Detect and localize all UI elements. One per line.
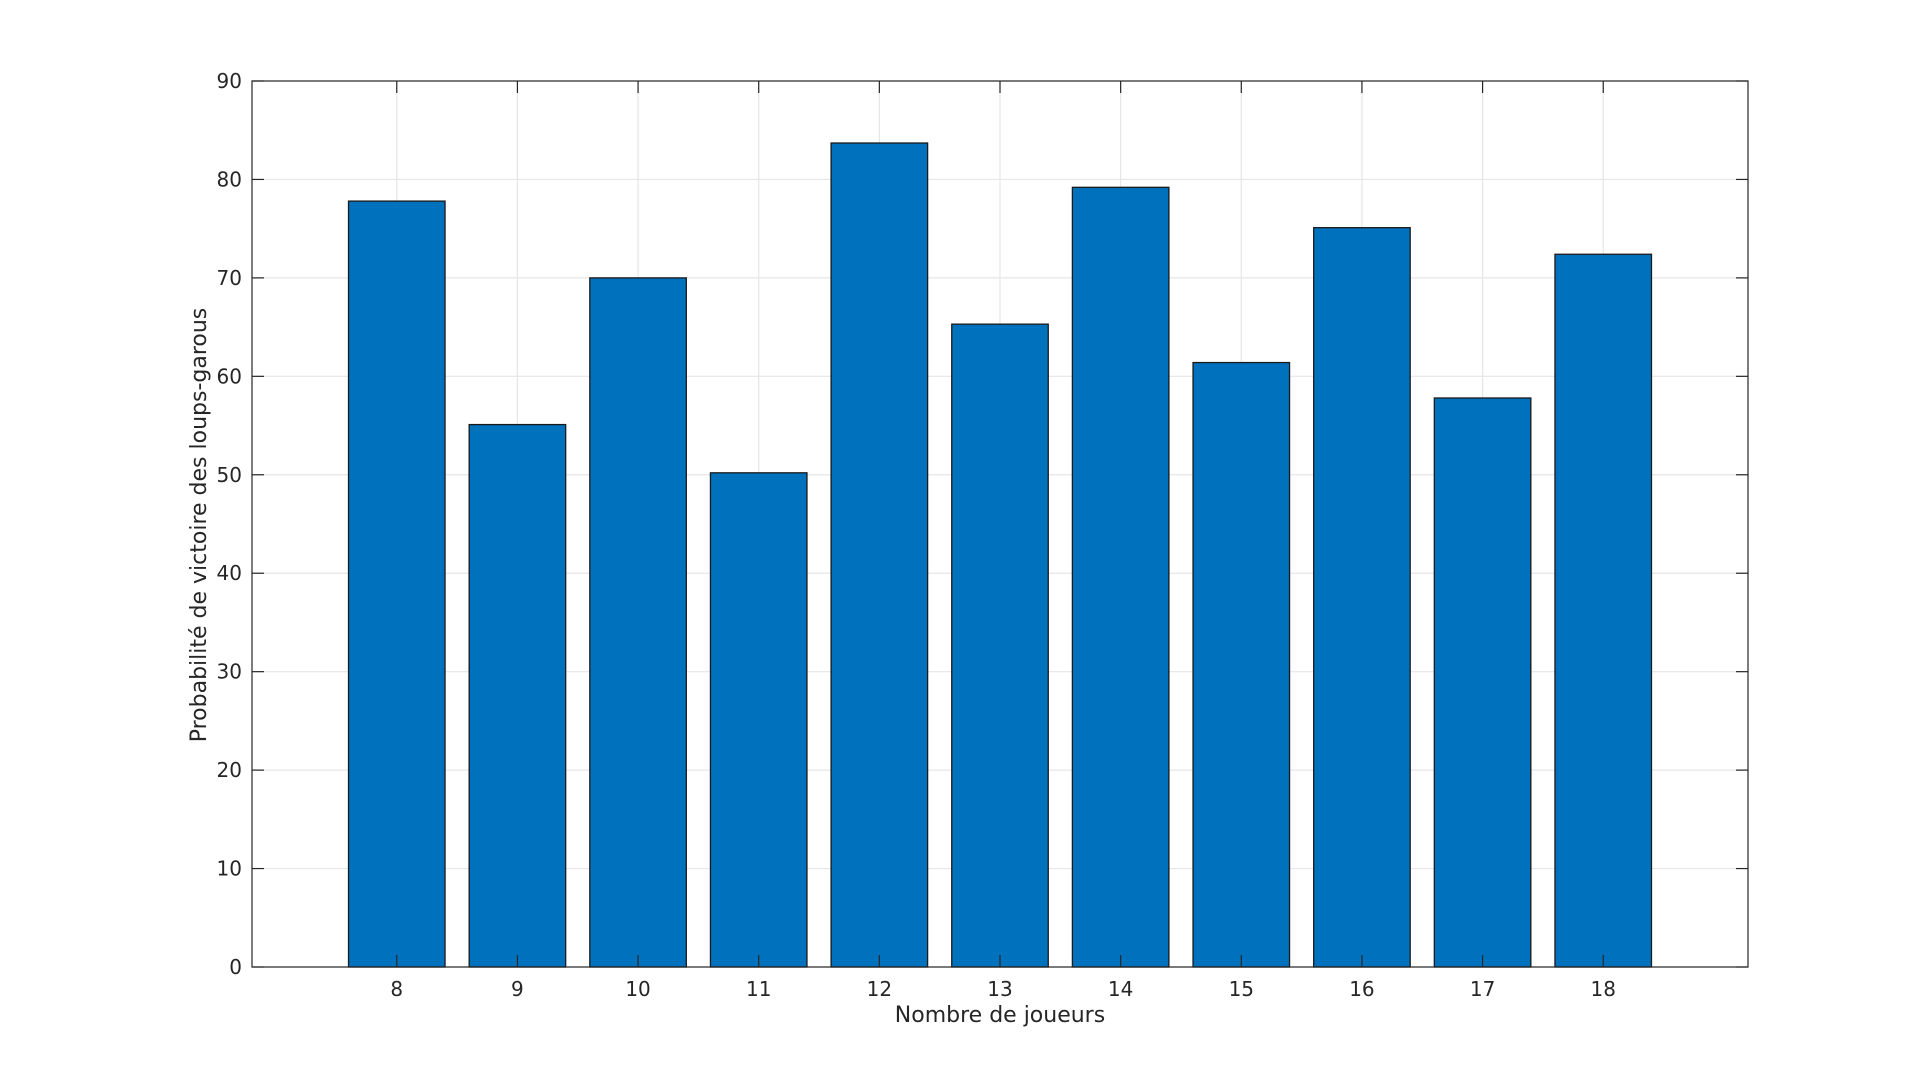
bar-14	[1071, 186, 1170, 968]
y-axis-title: Probabilité de victoire des loups-garous	[187, 308, 212, 743]
bar-17	[1433, 397, 1532, 968]
bars-layer	[347, 142, 1653, 968]
x-tick-label: 10	[625, 977, 650, 1001]
x-tick-label: 9	[511, 977, 524, 1001]
x-tick-label: 14	[1108, 977, 1133, 1001]
x-tick-label: 15	[1229, 977, 1254, 1001]
axes-layer	[251, 80, 1749, 968]
bar-9	[468, 423, 567, 968]
bar-8	[347, 200, 446, 968]
x-tick-label: 13	[987, 977, 1012, 1001]
y-tick-label: 70	[217, 266, 242, 290]
bar-16	[1313, 227, 1411, 968]
bar-11	[709, 472, 808, 968]
x-tick-label: 16	[1349, 977, 1374, 1001]
y-tick-label: 0	[229, 955, 242, 979]
bar-15	[1192, 361, 1291, 968]
y-tick-label: 10	[217, 857, 242, 881]
x-axis-title: Nombre de joueurs	[895, 1003, 1105, 1028]
x-tick-label: 12	[867, 977, 892, 1001]
bar-12	[830, 142, 929, 968]
labels-layer: 0 10 20 30 40 50 60 70 80 90 8 9 10 11 12 13 14 15 16 17 18	[217, 69, 1616, 1001]
bar-18	[1554, 253, 1653, 968]
bar-10	[589, 277, 687, 968]
y-tick-label: 90	[217, 69, 242, 93]
x-tick-label: 17	[1470, 977, 1495, 1001]
y-tick-label: 50	[217, 463, 242, 487]
bar-13	[951, 323, 1049, 968]
x-tick-label: 11	[746, 977, 771, 1001]
y-tick-label: 30	[217, 660, 242, 684]
x-tick-label: 18	[1590, 977, 1615, 1001]
y-tick-label: 40	[217, 561, 242, 585]
y-tick-label: 20	[217, 758, 242, 782]
x-tick-label: 8	[390, 977, 403, 1001]
y-tick-label: 60	[217, 364, 242, 388]
y-tick-label: 80	[217, 167, 242, 191]
